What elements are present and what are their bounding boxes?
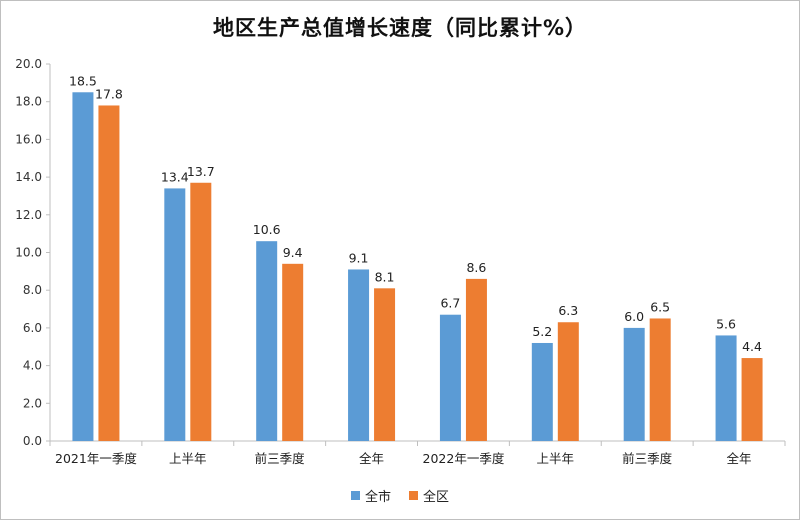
data-label: 4.4 (742, 339, 762, 354)
data-label: 13.4 (161, 169, 189, 184)
x-tick-label: 全年 (359, 451, 384, 466)
bar (72, 92, 94, 442)
x-tick-label: 前三季度 (622, 451, 673, 466)
data-label: 18.5 (69, 73, 97, 88)
x-tick-label: 上半年 (169, 451, 207, 466)
data-label: 9.1 (349, 250, 369, 265)
y-tick-label: 18.0 (15, 95, 42, 109)
y-tick-label: 8.0 (23, 283, 42, 297)
bar (256, 241, 278, 441)
legend-item-series-1: 全市 (350, 486, 391, 505)
chart-data-labels: 18.517.8 13.413.7 10.69.4 9.1 8.1 6.7 8.6 5.2 6.… (69, 73, 762, 354)
y-tick-label: 4.0 (23, 359, 42, 373)
bar (282, 263, 304, 441)
chart-title: 地区生产总值增长速度（同比累计%） (212, 16, 588, 40)
y-tick-label: 16.0 (15, 132, 42, 146)
y-tick-label: 6.0 (23, 321, 42, 335)
chart-bars (72, 92, 763, 442)
legend-swatch-series-2 (409, 491, 418, 500)
data-label: 6.7 (440, 296, 460, 311)
x-tick-label: 上半年 (537, 451, 575, 466)
bar (623, 327, 645, 441)
bar (465, 278, 487, 441)
data-label: 10.6 (253, 222, 281, 237)
data-label: 8.1 (375, 269, 395, 284)
y-tick-label: 2.0 (23, 396, 42, 410)
chart-legend: 全市 全区 (0, 486, 800, 505)
bar (190, 182, 212, 441)
y-tick-label: 10.0 (15, 246, 42, 260)
bar (98, 105, 120, 441)
x-tick-label: 2021年一季度 (55, 451, 137, 466)
data-label: 6.0 (624, 309, 644, 324)
bar (557, 322, 579, 441)
chart-axes: 0.0 2.0 4.0 6.0 8.0 10.0 12.0 14.0 16.0 18.0 20.0 2… (15, 57, 786, 466)
data-label: 17.8 (95, 86, 123, 101)
bar (531, 342, 553, 441)
bar (348, 269, 370, 441)
data-label: 6.5 (650, 299, 670, 314)
data-label: 13.7 (187, 164, 215, 179)
x-tick-label: 前三季度 (255, 451, 306, 466)
data-label: 6.3 (558, 303, 578, 318)
data-label: 9.4 (283, 245, 303, 260)
data-label: 8.6 (466, 260, 486, 275)
bar (374, 288, 396, 441)
data-label: 5.6 (716, 316, 736, 331)
legend-item-series-2: 全区 (409, 486, 449, 505)
legend-label-series-1: 全市 (364, 490, 391, 505)
bar (164, 188, 186, 441)
legend-label-series-2: 全区 (423, 490, 450, 505)
x-tick-label: 全年 (727, 451, 752, 466)
y-tick-label: 14.0 (15, 170, 42, 184)
bar (439, 314, 461, 441)
x-tick-label: 2022年一季度 (423, 451, 505, 466)
data-label: 5.2 (532, 324, 552, 339)
y-tick-label: 0.0 (23, 434, 42, 448)
y-tick-label: 12.0 (15, 208, 42, 222)
bar (741, 358, 763, 441)
legend-swatch-series-1 (350, 491, 360, 500)
y-tick-label: 20.0 (15, 57, 42, 71)
bar (715, 335, 737, 441)
bar (649, 318, 671, 441)
